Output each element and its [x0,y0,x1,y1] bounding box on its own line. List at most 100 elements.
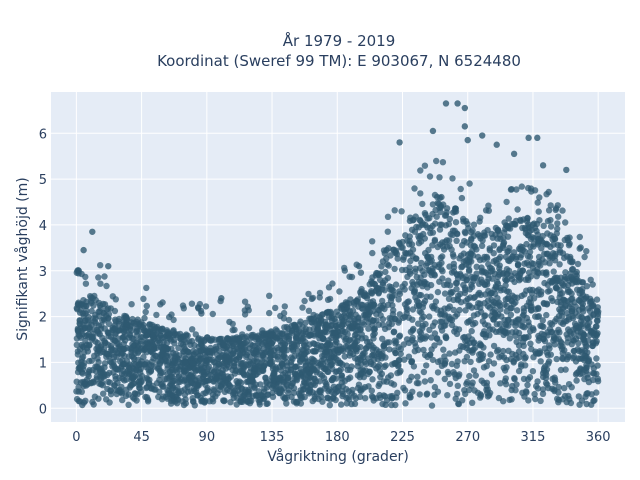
data-point [532,348,539,355]
data-point [421,351,429,359]
data-point [355,381,363,388]
data-point [281,340,288,347]
data-point [94,355,101,362]
data-point [242,386,249,393]
data-point [396,290,404,298]
data-point [543,311,550,319]
data-point [524,381,531,389]
data-point [259,366,267,373]
data-point [316,335,323,342]
data-point [330,383,337,390]
data-point [366,368,373,375]
data-point [160,393,167,400]
data-point [502,381,510,388]
data-point [262,374,269,381]
data-point [581,347,589,355]
data-point [147,345,154,353]
data-point [525,333,532,340]
data-point [405,353,413,360]
data-point [539,386,547,393]
data-point [180,401,188,409]
data-point [378,263,385,270]
data-point [232,367,239,374]
data-point [180,336,187,344]
data-point [135,361,142,368]
data-point [119,396,126,404]
data-point [175,344,182,352]
data-point [129,344,136,351]
data-point [425,246,432,254]
data-point [158,327,165,335]
data-point [502,253,510,261]
data-point [394,255,401,262]
data-point [146,369,153,376]
data-point [477,235,484,242]
data-point [567,270,574,277]
data-point [346,352,353,359]
data-point [179,302,187,309]
outlier-point [80,246,87,254]
data-point [520,375,528,383]
data-point [593,355,600,362]
data-point [101,273,108,280]
data-point [113,387,120,394]
data-point [105,320,113,328]
data-point [500,398,507,405]
data-point [530,354,537,361]
data-point [379,316,387,323]
data-point [409,327,416,334]
data-point [545,360,552,367]
data-point [438,193,445,201]
data-point [143,284,150,292]
data-point [565,314,572,321]
data-point [159,346,166,354]
data-point [477,214,484,221]
data-point [392,281,400,288]
data-point [318,311,326,318]
data-point [138,378,145,385]
data-point [578,294,585,302]
data-point [291,341,298,349]
data-point [483,379,491,386]
data-point [461,387,468,394]
data-point [413,297,421,304]
data-point [573,272,580,279]
data-point [586,307,594,315]
data-point [549,385,556,392]
data-point [436,226,444,233]
data-point [514,206,521,213]
data-point [525,269,533,276]
data-point [502,375,509,382]
data-point [588,303,596,310]
data-point [561,392,569,400]
data-point [212,374,219,381]
data-point [104,385,111,393]
data-point [523,302,531,310]
data-point [126,365,133,372]
data-point [469,349,476,356]
data-point [573,322,580,329]
data-point [584,321,591,329]
data-point [423,362,430,369]
data-point [525,318,532,326]
data-point [123,344,130,352]
data-point [479,352,487,359]
data-point [436,204,443,212]
data-point [156,367,163,374]
data-point [391,292,398,299]
data-point [446,215,453,223]
data-point [556,287,563,294]
data-point [315,329,323,336]
data-point [189,360,197,367]
data-point [462,229,469,237]
data-point [373,284,381,292]
data-point [88,357,96,364]
data-point [204,334,211,341]
data-point [559,250,567,257]
data-point [293,376,300,383]
data-point [167,400,175,407]
data-point [375,348,383,355]
data-point [559,349,566,357]
data-point [427,229,434,237]
data-point [413,223,420,231]
